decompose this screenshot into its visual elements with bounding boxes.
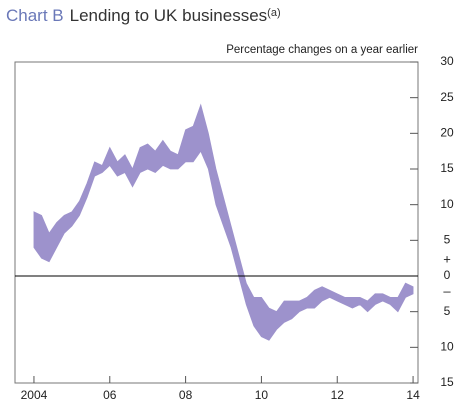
plot-frame [14, 61, 419, 384]
title-label: Chart B [6, 6, 64, 25]
x-tick-label: 10 [255, 388, 269, 402]
x-tick-label: 14 [406, 388, 420, 402]
y-tick-label: 5 [444, 304, 451, 318]
chart-title: Chart B Lending to UK businesses(a) [6, 6, 281, 25]
x-tick-label: 06 [103, 388, 117, 402]
y-tick-label: 25 [440, 90, 454, 104]
x-tick-label: 2004 [21, 388, 48, 402]
title-text: Lending to UK businesses [70, 6, 268, 25]
y-tick-label: 15 [440, 161, 454, 175]
y-tick-label: 15 [440, 375, 454, 389]
y-tick-label: 10 [440, 197, 454, 211]
y-tick-label: 20 [440, 126, 454, 140]
y-tick-label: 0 [444, 268, 451, 282]
sign-label: + [443, 251, 451, 266]
title-note: (a) [267, 7, 280, 19]
sign-label: – [443, 283, 451, 298]
y-tick-label: 30 [440, 54, 454, 68]
y-tick-label: 5 [444, 233, 451, 247]
x-tick-label: 12 [331, 388, 345, 402]
x-tick-label: 08 [179, 388, 193, 402]
subtitle: Percentage changes on a year earlier [226, 44, 418, 56]
range-band [33, 103, 414, 341]
y-tick-label: 10 [440, 340, 454, 354]
